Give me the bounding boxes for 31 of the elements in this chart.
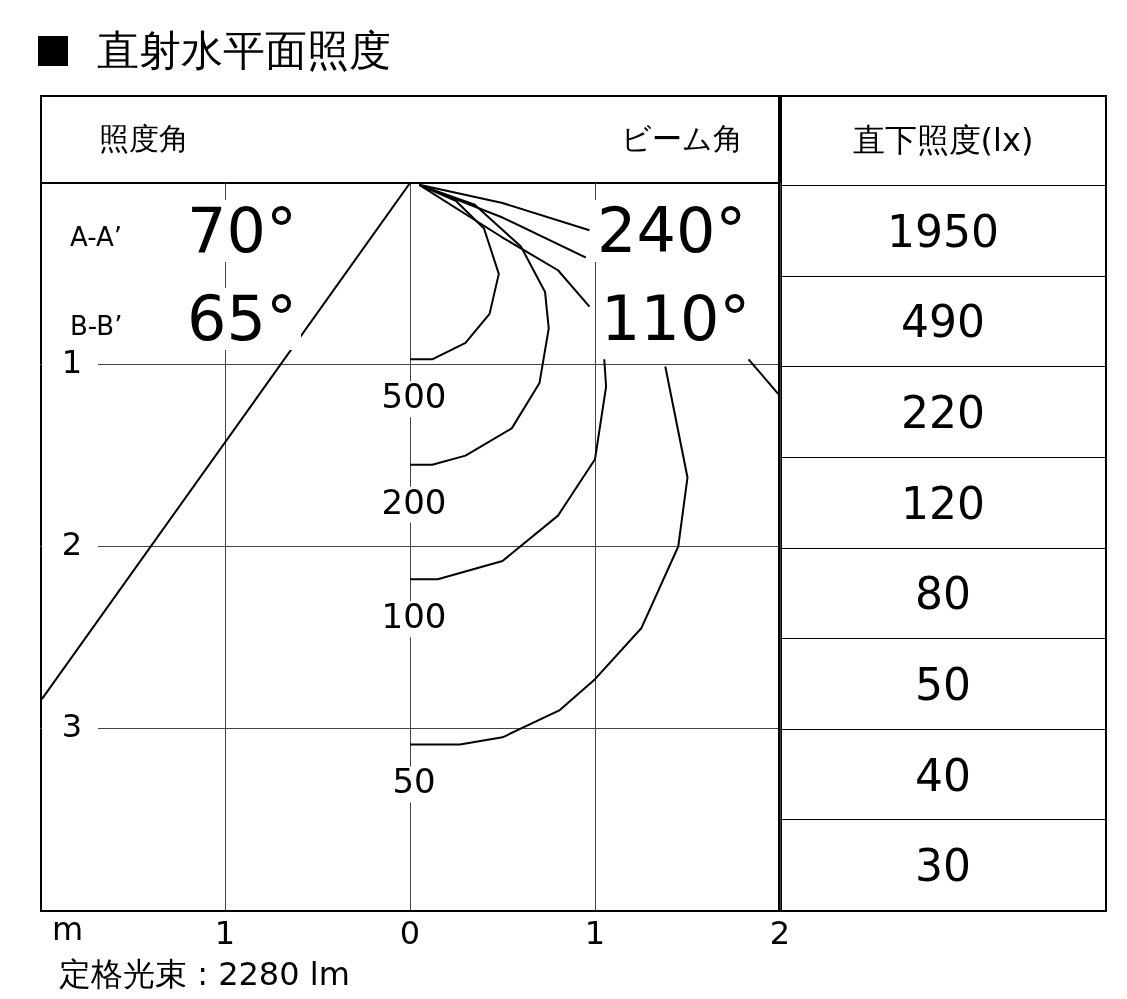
x-tick-label: 2 bbox=[769, 913, 791, 952]
y-tick-label: 3 bbox=[61, 706, 83, 745]
x-tick-label: 1 bbox=[584, 913, 606, 952]
annotation: 70° bbox=[186, 194, 298, 267]
data-label: 490 bbox=[780, 275, 1106, 368]
x-axis-title: m bbox=[52, 910, 84, 949]
text: 照度角 bbox=[95, 121, 193, 156]
series-label: 200 bbox=[381, 481, 447, 522]
series-label: 50 bbox=[392, 761, 436, 802]
text: ビーム角 bbox=[617, 121, 747, 156]
annotation: B-B’ bbox=[66, 311, 127, 341]
series-label: 500 bbox=[381, 376, 447, 417]
text: 定格光束 : 2280 lm bbox=[55, 955, 354, 993]
annotation: A-A’ bbox=[66, 222, 127, 252]
data-label: 80 bbox=[780, 547, 1106, 640]
series-label: 100 bbox=[381, 596, 447, 637]
data-label: 1950 bbox=[780, 185, 1106, 277]
annotation: 65° bbox=[186, 282, 298, 355]
data-label: 220 bbox=[780, 366, 1106, 458]
data-label: 40 bbox=[780, 728, 1106, 821]
annotation: 240° bbox=[596, 194, 748, 267]
x-tick-label: 1 bbox=[214, 913, 236, 952]
y-tick-label: 2 bbox=[61, 524, 83, 563]
y-tick-label: 1 bbox=[61, 343, 83, 382]
chart-title: 直射水平面照度 bbox=[97, 26, 391, 75]
annotation: 110° bbox=[600, 282, 752, 355]
data-label: 50 bbox=[780, 638, 1106, 730]
data-label: 120 bbox=[780, 456, 1106, 549]
text: 直下照度(lx) bbox=[851, 120, 1035, 161]
data-label: 30 bbox=[780, 819, 1106, 911]
x-tick-label: 0 bbox=[399, 913, 421, 952]
